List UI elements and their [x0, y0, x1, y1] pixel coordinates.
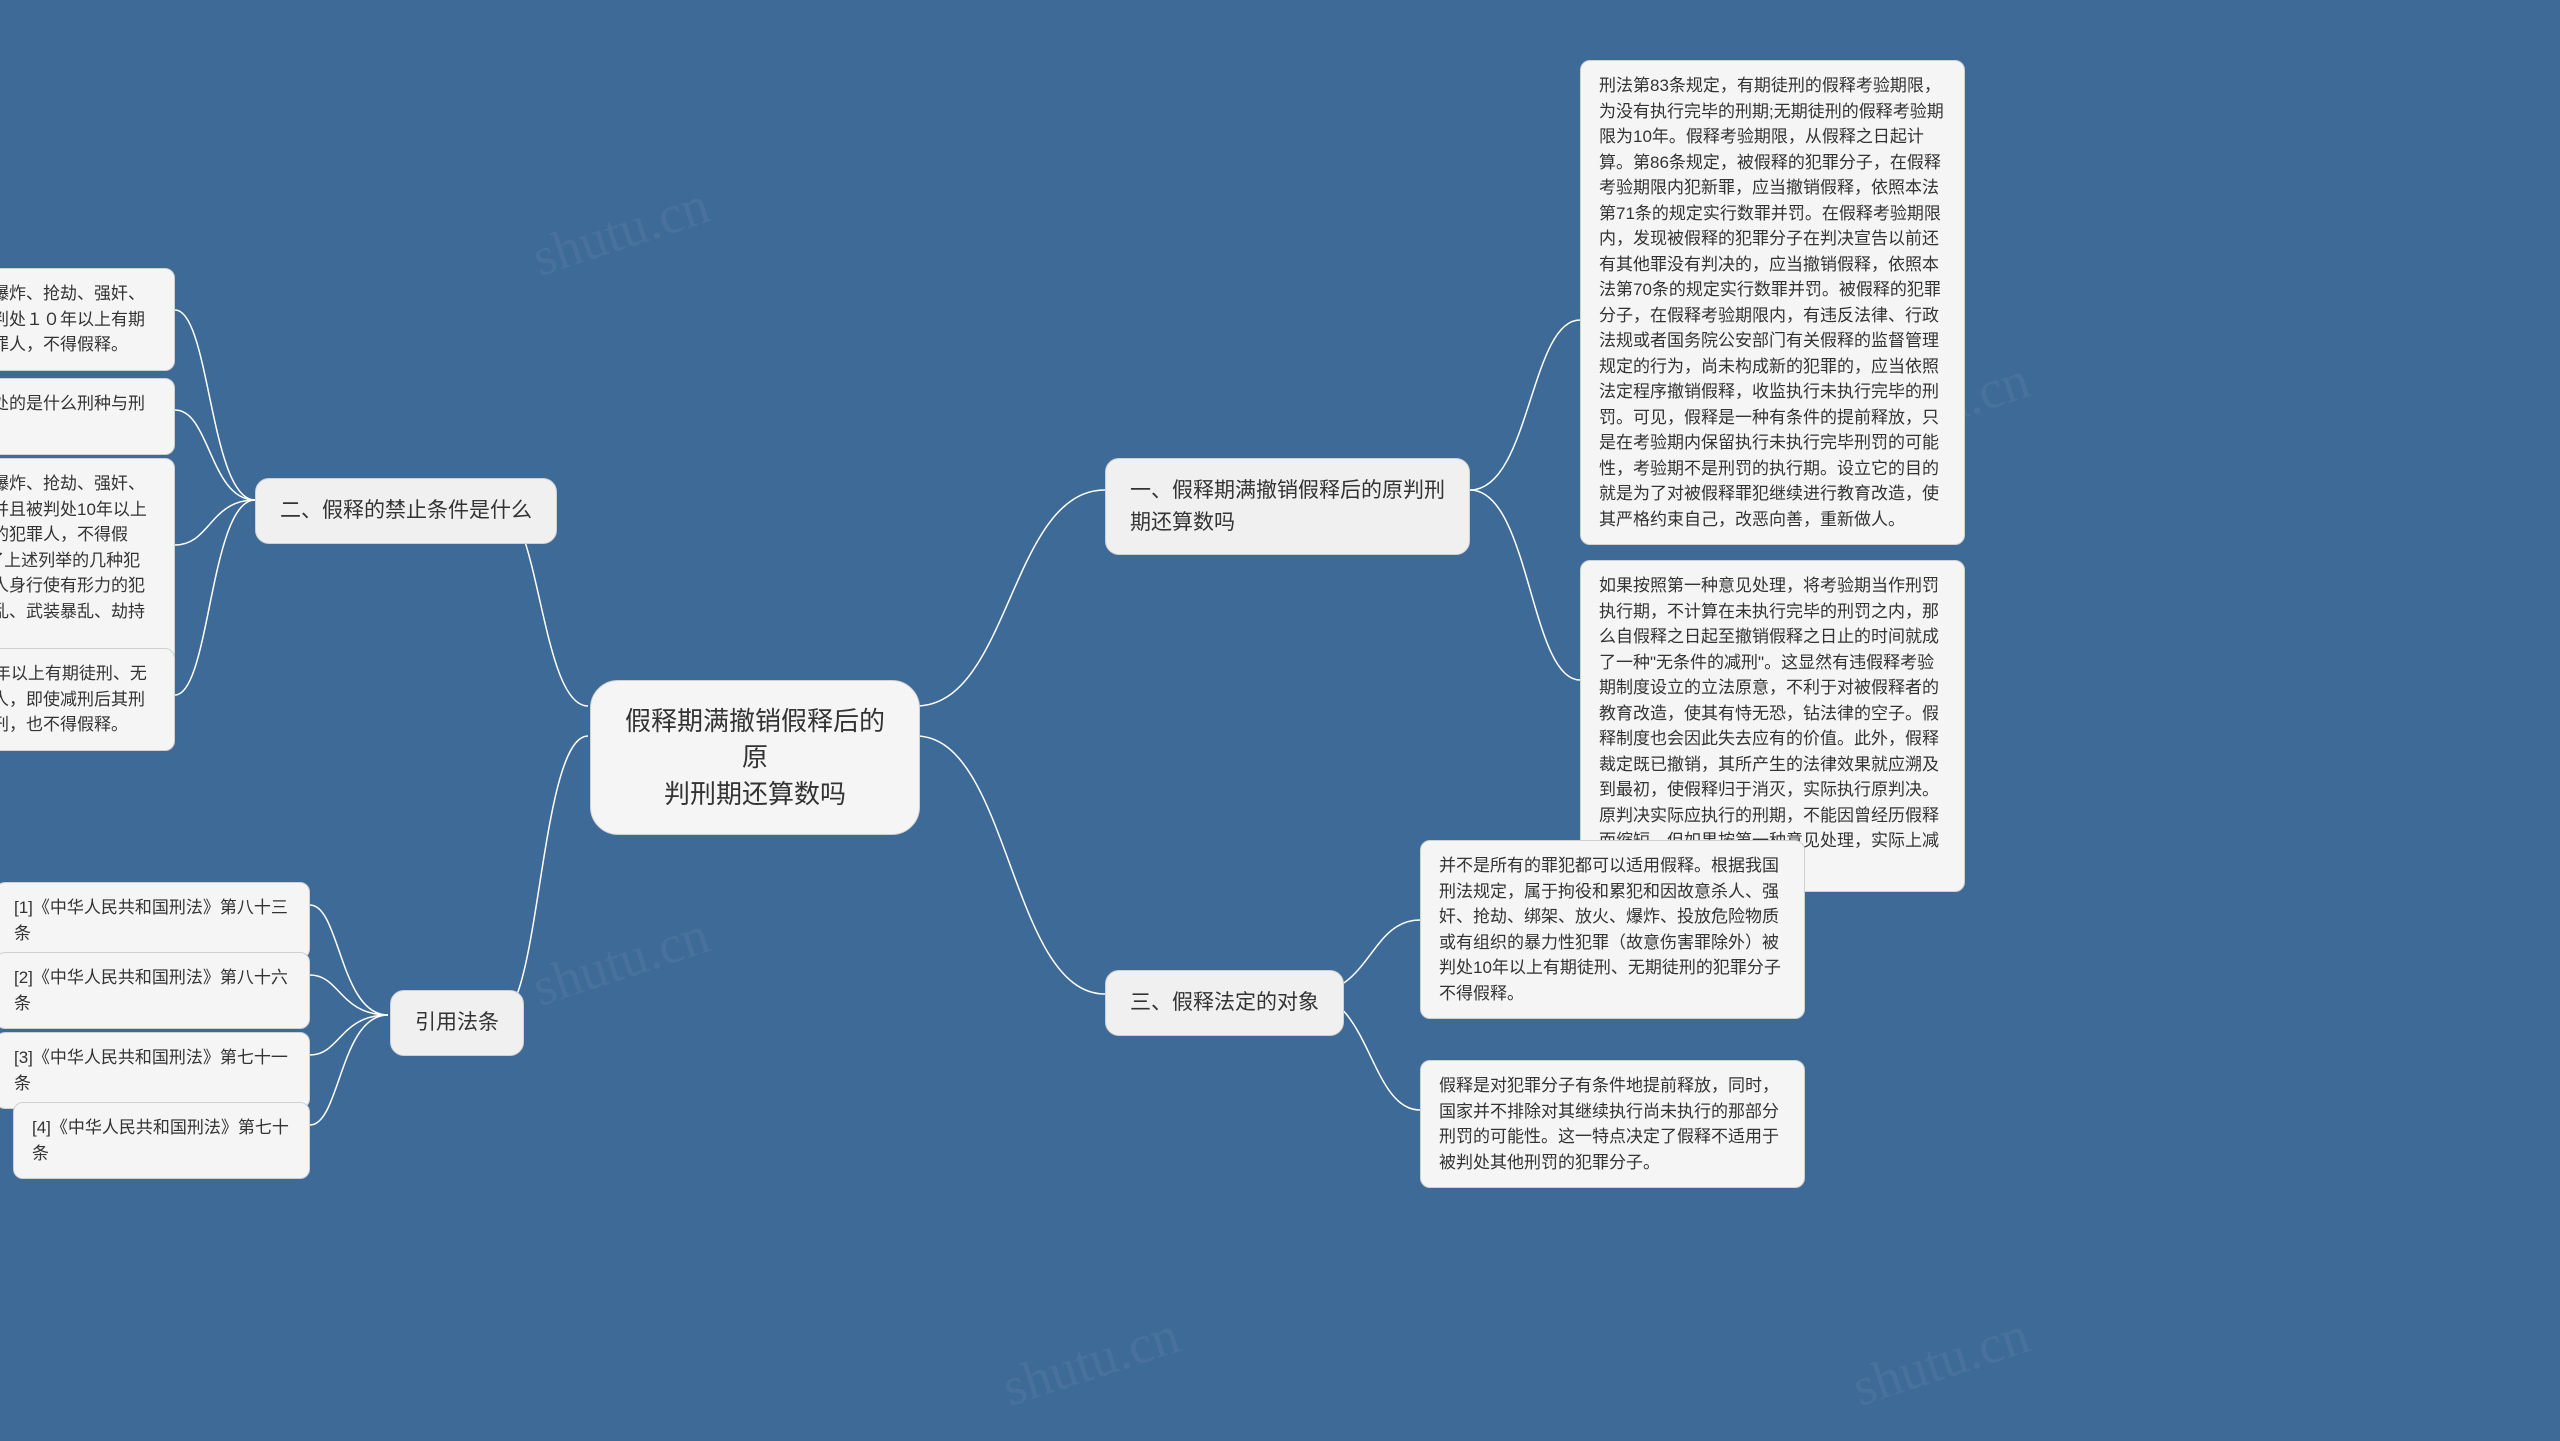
- leaf-b2-1: １、不管对罪犯所判处的是什么刑种与刑期，对累犯不得假释。: [0, 378, 175, 455]
- leaf-b4-4: [4]《中华人民共和国刑法》第七十条: [13, 1102, 310, 1179]
- connectors: [0, 0, 2560, 1441]
- leaf-b4-3: [3]《中华人民共和国刑法》第七十一条: [0, 1032, 310, 1109]
- leaf-b3-2: 假释是对犯罪分子有条件地提前释放，同时，国家并不排除对其继续执行尚未执行的那部分…: [1420, 1060, 1805, 1188]
- center-node: 假释期满撤销假释后的原判刑期还算数吗: [590, 680, 920, 835]
- watermark: shutu.cn: [995, 1303, 1187, 1418]
- branch-2: 二、假释的禁止条件是什么: [255, 478, 557, 544]
- leaf-b4-1: [1]《中华人民共和国刑法》第八十三条: [0, 882, 310, 959]
- branch-4: 引用法条: [390, 990, 524, 1056]
- leaf-b3-1: 并不是所有的罪犯都可以适用假释。根据我国刑法规定，属于拘役和累犯和因故意杀人、强…: [1420, 840, 1805, 1019]
- watermark: shutu.cn: [525, 173, 717, 288]
- leaf-b2-2: ２、对实施了杀人、爆炸、抢劫、强奸、绑架等暴力性犯罪，并且被判处10年以上有期徒…: [0, 458, 175, 663]
- leaf-b2-0: 对累犯以及因杀人、爆炸、抢劫、强奸、绑架等暴力性犯罪被判处１０年以上有期徒刑、无…: [0, 268, 175, 371]
- watermark: shutu.cn: [1845, 1303, 2037, 1418]
- leaf-b1-1: 刑法第83条规定，有期徒刑的假释考验期限，为没有执行完毕的刑期;无期徒刑的假释考…: [1580, 60, 1965, 545]
- leaf-b4-2: [2]《中华人民共和国刑法》第八十六条: [0, 952, 310, 1029]
- branch-1: 一、假释期满撤销假释后的原判刑期还算数吗: [1105, 458, 1470, 555]
- branch-3: 三、假释法定的对象: [1105, 970, 1344, 1036]
- leaf-b2-3: ３、对于被判处10年以上有期徒刑、无期徒刑的暴力性犯罪人，即使减刑后其刑期低于１…: [0, 648, 175, 751]
- watermark: shutu.cn: [525, 903, 717, 1018]
